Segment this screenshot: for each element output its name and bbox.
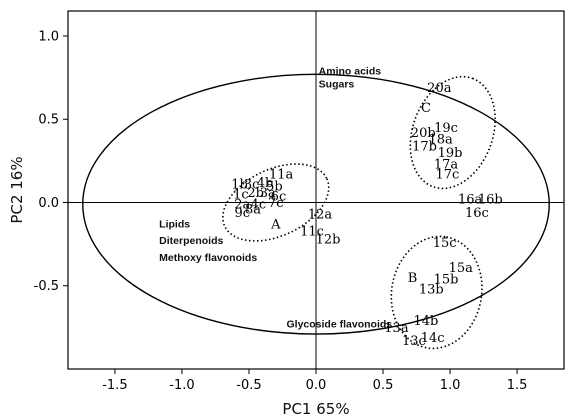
x-tick-label: -0.5: [236, 378, 261, 393]
x-tick-label: 0.5: [373, 378, 394, 393]
point-label: 18a: [429, 133, 454, 148]
point-label: 13a: [384, 321, 409, 336]
y-tick-label: 0.0: [38, 196, 59, 211]
point-label: 1c: [233, 188, 249, 203]
point-label: 3a: [260, 186, 276, 201]
point-label: 16c: [465, 206, 489, 221]
y-tick-label: 1.0: [38, 29, 59, 44]
point-label: 15c: [433, 236, 457, 251]
group-label: A: [270, 218, 281, 233]
point-label: 17b: [412, 139, 437, 154]
annotation: Lipids: [159, 218, 190, 230]
x-tick-label: 1.5: [507, 378, 528, 393]
point-label: 9c: [234, 206, 250, 221]
group-label: B: [408, 271, 418, 286]
point-label: 7c: [268, 196, 284, 211]
x-tick-label: -1.0: [169, 378, 194, 393]
x-axis-title: PC1 65%: [282, 400, 349, 418]
point-label: 14c: [421, 331, 445, 346]
point-label: 20b: [411, 126, 436, 141]
point-label: 16b: [478, 193, 503, 208]
point-label: 15a: [449, 261, 474, 276]
point-label: 14b: [413, 314, 438, 329]
point-label: 12a: [308, 208, 333, 223]
point-label: 4b: [257, 176, 274, 191]
annotation: Sugars: [319, 79, 355, 91]
annotation: Methoxy flavonoids: [159, 252, 257, 264]
group-label: C: [421, 101, 431, 116]
group-ellipse-a: [222, 163, 330, 242]
y-axis-title: PC2 16%: [8, 156, 26, 223]
point-label: 17a: [434, 158, 459, 173]
x-tick-label: 1.0: [440, 378, 461, 393]
point-label: 11c: [300, 224, 324, 239]
annotation: Glycoside flavonoids: [287, 318, 393, 330]
point-label: 19c: [434, 121, 458, 136]
point-label: 17c: [435, 168, 459, 183]
annotation: Amino acids: [319, 65, 382, 77]
point-label: 2a: [234, 198, 250, 213]
point-label: 16a: [458, 193, 483, 208]
group-ellipse-c: [409, 75, 496, 190]
point-label: 3c: [244, 178, 260, 193]
y-tick-label: -0.5: [34, 279, 59, 294]
group-ellipse-b: [390, 235, 483, 350]
x-tick-label: 0.0: [306, 378, 327, 393]
point-label: 11a: [269, 168, 294, 183]
point-label: 6c: [271, 189, 287, 204]
point-label: 5b: [266, 179, 283, 194]
point-label: 12b: [316, 233, 341, 248]
point-label: 1b: [231, 178, 248, 193]
point-label: 15b: [434, 273, 459, 288]
point-label: 13b: [419, 283, 444, 298]
point-label: 20a: [427, 81, 452, 96]
point-label: 4c: [251, 198, 267, 213]
point-label: 19b: [438, 146, 463, 161]
point-label: 8a: [245, 203, 261, 218]
point-label: 2b: [247, 186, 264, 201]
annotation: Diterpenoids: [159, 235, 223, 247]
y-tick-label: 0.5: [38, 113, 59, 128]
point-label: 13c: [402, 334, 426, 349]
x-tick-label: -1.5: [102, 378, 127, 393]
